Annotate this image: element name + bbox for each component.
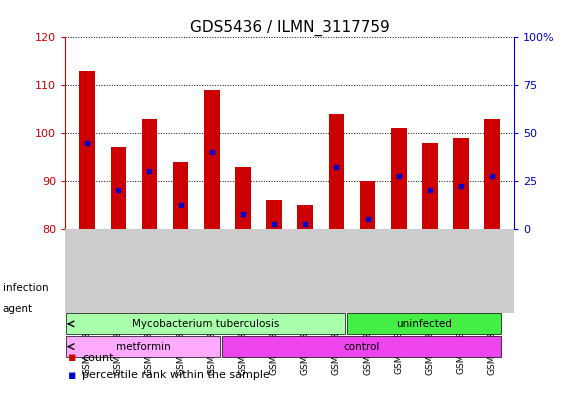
Bar bbox=[111, 147, 126, 229]
Bar bbox=[235, 167, 250, 229]
Bar bbox=[222, 336, 500, 357]
Text: ▪: ▪ bbox=[68, 369, 77, 382]
Bar bbox=[266, 200, 282, 229]
Bar bbox=[485, 119, 500, 229]
Text: agent: agent bbox=[3, 304, 33, 314]
Text: infection: infection bbox=[3, 283, 48, 293]
Bar bbox=[298, 205, 313, 229]
Text: metformin: metformin bbox=[116, 342, 170, 352]
Title: GDS5436 / ILMN_3117759: GDS5436 / ILMN_3117759 bbox=[190, 20, 390, 36]
Bar bbox=[66, 313, 345, 334]
Text: uninfected: uninfected bbox=[396, 319, 452, 329]
Text: control: control bbox=[343, 342, 379, 352]
Text: count: count bbox=[82, 353, 114, 363]
Bar bbox=[141, 119, 157, 229]
Text: percentile rank within the sample: percentile rank within the sample bbox=[82, 370, 270, 380]
Bar bbox=[329, 114, 344, 229]
Bar bbox=[391, 128, 407, 229]
Bar bbox=[173, 162, 189, 229]
Bar bbox=[66, 336, 220, 357]
Bar bbox=[422, 143, 438, 229]
Bar bbox=[80, 71, 95, 229]
Bar bbox=[346, 313, 500, 334]
Bar bbox=[453, 138, 469, 229]
Text: Mycobacterium tuberculosis: Mycobacterium tuberculosis bbox=[132, 319, 279, 329]
Text: ▪: ▪ bbox=[68, 351, 77, 364]
Bar bbox=[360, 181, 375, 229]
Bar bbox=[204, 90, 220, 229]
